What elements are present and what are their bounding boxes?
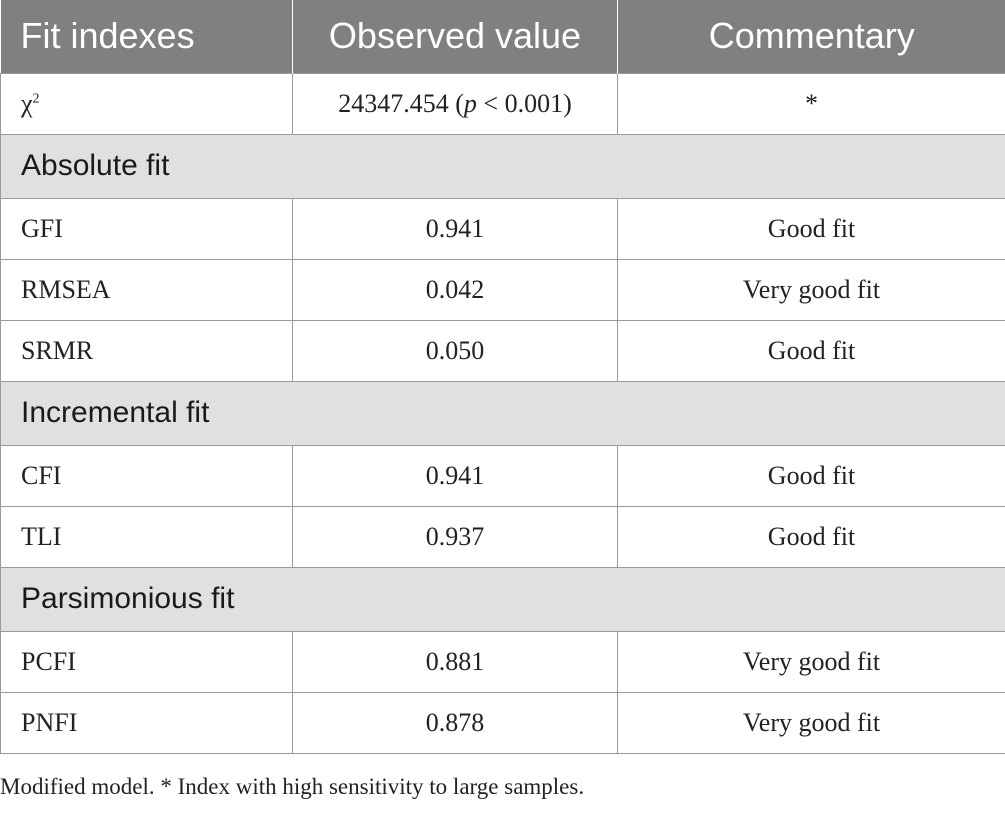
header-commentary: Commentary bbox=[617, 0, 1005, 73]
commentary-cell: Good fit bbox=[617, 319, 1005, 382]
fit-indexes-table: Fit indexes Observed value Commentary χ2… bbox=[0, 0, 1005, 754]
table-row: SRMR 0.050 Good fit bbox=[0, 319, 1005, 382]
section-title: Absolute fit bbox=[0, 133, 1005, 199]
commentary-cell: Good fit bbox=[617, 505, 1005, 568]
commentary-cell: Good fit bbox=[617, 444, 1005, 507]
table-row: PNFI 0.878 Very good fit bbox=[0, 691, 1005, 754]
table-row: PCFI 0.881 Very good fit bbox=[0, 630, 1005, 693]
table-row: CFI 0.941 Good fit bbox=[0, 444, 1005, 507]
chi-symbol: χ bbox=[21, 88, 33, 118]
commentary-cell: Good fit bbox=[617, 197, 1005, 260]
index-cell: GFI bbox=[0, 197, 293, 260]
p-symbol: p bbox=[463, 88, 477, 118]
value-cell: 0.941 bbox=[292, 444, 618, 507]
index-cell: SRMR bbox=[0, 319, 293, 382]
table-footnote: Modified model. * Index with high sensit… bbox=[0, 774, 585, 799]
value-cell: 0.050 bbox=[292, 319, 618, 382]
index-cell: RMSEA bbox=[0, 258, 293, 321]
table-row: TLI 0.937 Good fit bbox=[0, 505, 1005, 568]
chi-superscript: 2 bbox=[32, 90, 40, 106]
header-fit-indexes: Fit indexes bbox=[0, 0, 293, 73]
chi-square-label: χ2 bbox=[0, 72, 293, 135]
chi-square-row: χ2 24347.454 (p < 0.001) * bbox=[0, 72, 1005, 135]
value-cell: 0.878 bbox=[292, 691, 618, 754]
value-cell: 0.042 bbox=[292, 258, 618, 321]
section-row-parsimonious-fit: Parsimonious fit bbox=[0, 566, 1005, 632]
value-cell: 0.937 bbox=[292, 505, 618, 568]
commentary-cell: Very good fit bbox=[617, 630, 1005, 693]
index-cell: PCFI bbox=[0, 630, 293, 693]
header-observed-value: Observed value bbox=[292, 0, 618, 73]
chi-square-commentary: * bbox=[617, 72, 1005, 135]
table-header-row: Fit indexes Observed value Commentary bbox=[0, 0, 1005, 73]
section-title: Parsimonious fit bbox=[0, 566, 1005, 632]
section-row-incremental-fit: Incremental fit bbox=[0, 380, 1005, 446]
index-cell: PNFI bbox=[0, 691, 293, 754]
chi-square-value: 24347.454 (p < 0.001) bbox=[292, 72, 618, 135]
commentary-cell: Very good fit bbox=[617, 258, 1005, 321]
section-title: Incremental fit bbox=[0, 380, 1005, 446]
index-cell: CFI bbox=[0, 444, 293, 507]
chi-value-suffix: < 0.001) bbox=[476, 88, 572, 118]
index-cell: TLI bbox=[0, 505, 293, 568]
value-cell: 0.881 bbox=[292, 630, 618, 693]
chi-value-prefix: 24347.454 ( bbox=[338, 88, 464, 118]
commentary-cell: Very good fit bbox=[617, 691, 1005, 754]
section-row-absolute-fit: Absolute fit bbox=[0, 133, 1005, 199]
value-cell: 0.941 bbox=[292, 197, 618, 260]
table-row: GFI 0.941 Good fit bbox=[0, 197, 1005, 260]
table-row: RMSEA 0.042 Very good fit bbox=[0, 258, 1005, 321]
